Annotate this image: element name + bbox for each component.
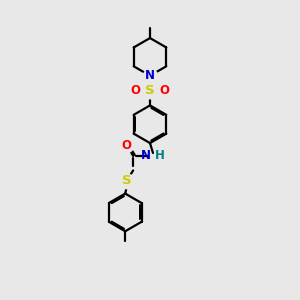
Text: O: O [159, 84, 169, 97]
Text: O: O [131, 84, 141, 97]
Text: N: N [145, 69, 155, 82]
Text: S: S [145, 84, 155, 97]
Text: O: O [121, 139, 131, 152]
Text: S: S [122, 174, 132, 187]
Text: N: N [141, 149, 151, 162]
Text: H: H [155, 149, 165, 162]
